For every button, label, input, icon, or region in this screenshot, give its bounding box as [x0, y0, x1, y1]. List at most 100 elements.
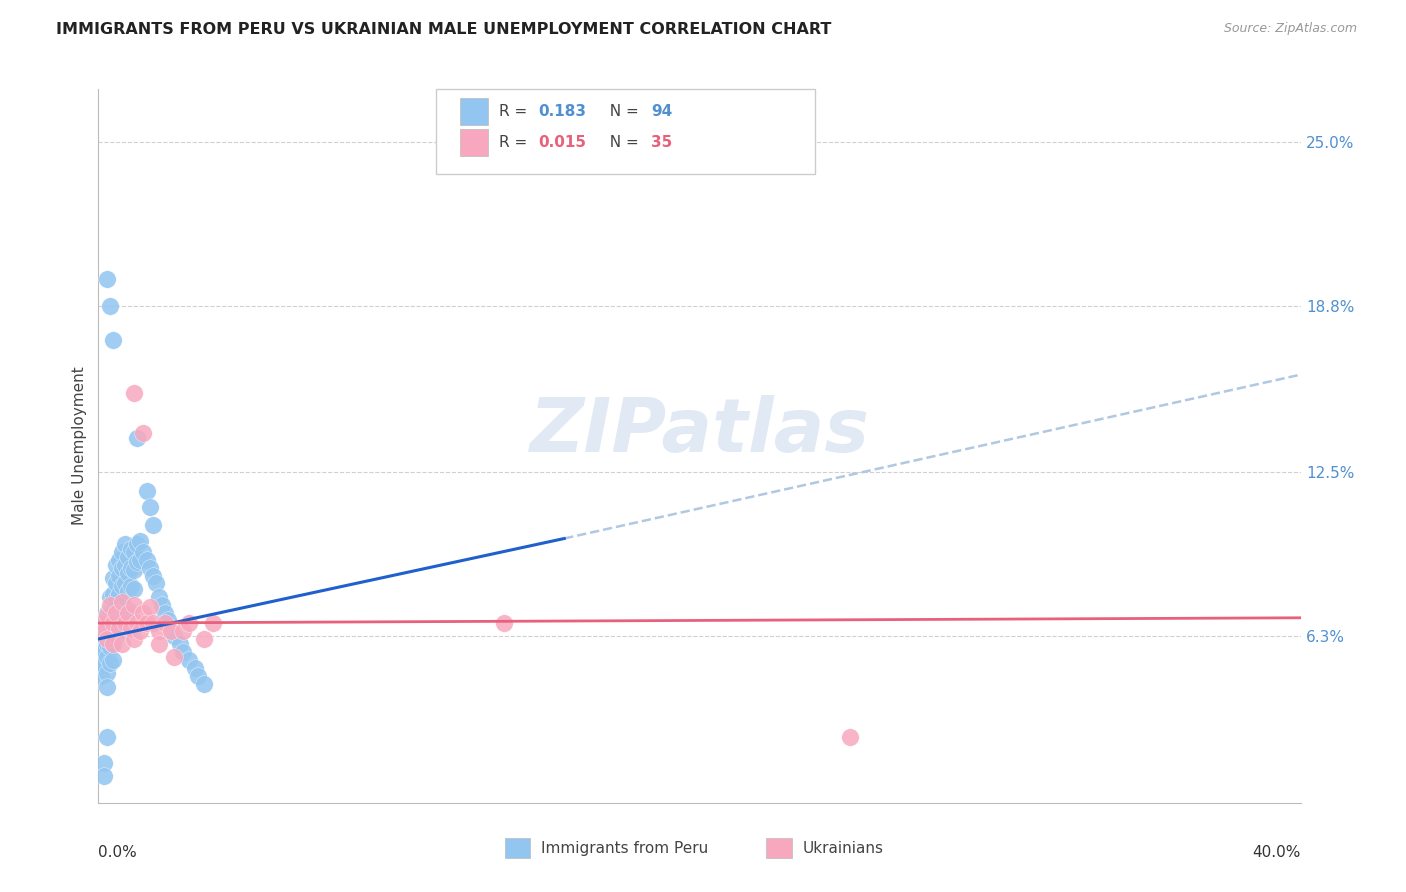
- Point: [100, 598, 122, 612]
- Point: [117, 606, 139, 620]
- Point: [90, 669, 112, 683]
- Point: [96, 637, 118, 651]
- Point: [103, 603, 125, 617]
- Point: [90, 645, 112, 659]
- Point: [129, 624, 152, 638]
- Point: [838, 730, 860, 744]
- Point: [103, 587, 125, 601]
- Point: [141, 616, 163, 631]
- Point: [105, 611, 128, 625]
- Point: [111, 579, 134, 593]
- Point: [183, 661, 205, 675]
- Point: [148, 624, 170, 638]
- Point: [162, 650, 184, 665]
- Text: 94: 94: [651, 104, 672, 119]
- Point: [103, 333, 125, 347]
- Point: [141, 568, 163, 582]
- Point: [162, 629, 184, 643]
- Point: [103, 621, 125, 635]
- Point: [93, 642, 115, 657]
- Point: [132, 425, 155, 440]
- Point: [90, 616, 112, 631]
- Point: [127, 537, 149, 551]
- Text: 40.0%: 40.0%: [1253, 845, 1301, 860]
- Text: 0.015: 0.015: [538, 136, 586, 150]
- Text: Ukrainians: Ukrainians: [803, 841, 884, 855]
- Point: [138, 560, 160, 574]
- Point: [153, 606, 176, 620]
- Point: [124, 386, 146, 401]
- Text: N =: N =: [600, 104, 644, 119]
- Point: [129, 552, 152, 566]
- Point: [117, 566, 139, 580]
- Point: [124, 545, 146, 559]
- Text: IMMIGRANTS FROM PERU VS UKRAINIAN MALE UNEMPLOYMENT CORRELATION CHART: IMMIGRANTS FROM PERU VS UKRAINIAN MALE U…: [56, 22, 831, 37]
- Point: [124, 582, 146, 596]
- Point: [138, 500, 160, 514]
- Text: 0.183: 0.183: [538, 104, 586, 119]
- Point: [96, 666, 118, 681]
- Point: [103, 637, 125, 651]
- Point: [132, 606, 155, 620]
- Point: [124, 563, 146, 577]
- Point: [93, 756, 115, 771]
- Point: [187, 669, 209, 683]
- Point: [111, 560, 134, 574]
- Point: [114, 616, 136, 631]
- Text: 0.0%: 0.0%: [98, 845, 138, 860]
- Point: [90, 637, 112, 651]
- Point: [148, 637, 170, 651]
- Point: [105, 558, 128, 572]
- Text: N =: N =: [600, 136, 644, 150]
- Point: [138, 600, 160, 615]
- Point: [93, 769, 115, 783]
- Point: [114, 576, 136, 591]
- Point: [96, 608, 118, 623]
- Point: [153, 616, 176, 631]
- Point: [93, 616, 115, 631]
- Point: [145, 576, 167, 591]
- Point: [105, 606, 128, 620]
- Point: [96, 730, 118, 744]
- Point: [103, 653, 125, 667]
- Point: [135, 552, 157, 566]
- Point: [103, 637, 125, 651]
- Point: [93, 629, 115, 643]
- Point: [108, 587, 131, 601]
- Point: [93, 658, 115, 673]
- Point: [124, 632, 146, 646]
- Point: [105, 629, 128, 643]
- Point: [121, 542, 143, 557]
- Point: [103, 571, 125, 585]
- Point: [124, 598, 146, 612]
- Point: [100, 590, 122, 604]
- Point: [177, 653, 200, 667]
- Point: [96, 680, 118, 694]
- Point: [108, 624, 131, 638]
- Point: [100, 299, 122, 313]
- Point: [121, 621, 143, 635]
- Point: [96, 632, 118, 646]
- Point: [111, 545, 134, 559]
- Point: [96, 650, 118, 665]
- Point: [105, 592, 128, 607]
- Point: [105, 576, 128, 591]
- Point: [121, 579, 143, 593]
- Text: ZIPatlas: ZIPatlas: [530, 395, 869, 468]
- Point: [90, 656, 112, 670]
- Text: Source: ZipAtlas.com: Source: ZipAtlas.com: [1223, 22, 1357, 36]
- Point: [108, 621, 131, 635]
- Point: [111, 598, 134, 612]
- Point: [100, 621, 122, 635]
- Point: [127, 555, 149, 569]
- Point: [127, 616, 149, 631]
- Point: [193, 632, 215, 646]
- Point: [96, 621, 118, 635]
- Point: [96, 272, 118, 286]
- Text: 35: 35: [651, 136, 672, 150]
- Point: [156, 614, 179, 628]
- Point: [177, 616, 200, 631]
- Y-axis label: Male Unemployment: Male Unemployment: [72, 367, 87, 525]
- Text: R =: R =: [499, 104, 533, 119]
- Point: [141, 518, 163, 533]
